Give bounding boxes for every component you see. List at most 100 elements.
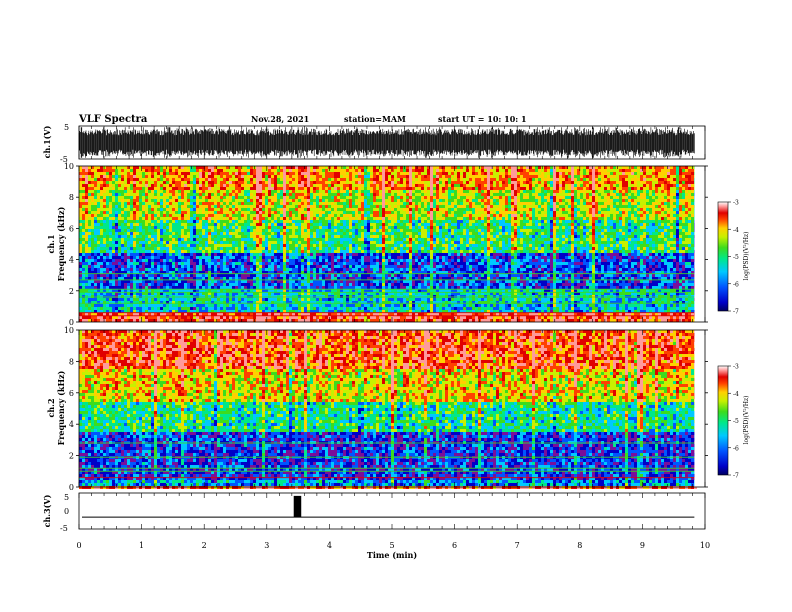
spectrogram-cell [211, 199, 214, 202]
spectrogram-cell [220, 184, 223, 187]
spectrogram-cell [328, 250, 331, 253]
spectrogram-cell [190, 298, 193, 301]
spectrogram-cell [247, 283, 250, 286]
spectrogram-cell [352, 244, 355, 247]
spectrogram-cell [313, 196, 316, 199]
spectrogram-cell [172, 205, 175, 208]
spectrogram-cell [238, 220, 241, 223]
spectrogram-cell [130, 232, 133, 235]
spectrogram-cell [208, 247, 211, 250]
spectrogram-cell [229, 244, 232, 247]
spectrogram-cell [127, 262, 130, 265]
spectrogram-cell [145, 235, 148, 238]
spectrogram-cell [289, 205, 292, 208]
spectrogram-cell [271, 196, 274, 199]
spectrogram-cell [301, 316, 304, 319]
spectrogram-cell [211, 235, 214, 238]
spectrogram-cell [223, 238, 226, 241]
spectrogram-cell [97, 235, 100, 238]
spectrogram-cell [250, 187, 253, 190]
spectrogram-cell [88, 166, 91, 169]
spectrogram-cell [145, 205, 148, 208]
spectrogram-cell [139, 268, 142, 271]
spectrogram-cell [109, 247, 112, 250]
spectrogram-cell [316, 190, 319, 193]
spectrogram-cell [145, 286, 148, 289]
spectrogram-cell [112, 256, 115, 259]
spectrogram-cell [358, 211, 361, 214]
spectrogram-cell [130, 178, 133, 181]
spectrogram-cell [331, 190, 334, 193]
spectrogram-cell [208, 253, 211, 256]
spectrogram-cell [103, 202, 106, 205]
spectrogram-cell [238, 166, 241, 169]
spectrogram-cell [241, 232, 244, 235]
spectrogram-cell [241, 226, 244, 229]
spectrogram-cell [103, 304, 106, 307]
spectrogram-cell [295, 304, 298, 307]
spectrogram-cell [184, 268, 187, 271]
spectrogram-cell [325, 208, 328, 211]
spectrogram-cell [280, 205, 283, 208]
spectrogram-cell [244, 274, 247, 277]
spectrogram-cell [352, 190, 355, 193]
spectrogram-cell [349, 280, 352, 283]
spectrogram-cell [277, 184, 280, 187]
spectrogram-cell [313, 241, 316, 244]
spectrogram-cell [322, 235, 325, 238]
spectrogram-cell [277, 169, 280, 172]
spectrogram-cell [121, 223, 124, 226]
spectrogram-cell [262, 187, 265, 190]
spectrogram-cell [181, 226, 184, 229]
spectrogram-cell [208, 259, 211, 262]
spectrogram-cell [244, 268, 247, 271]
spectrogram-cell [235, 316, 238, 319]
spectrogram-cell [127, 229, 130, 232]
spectrogram-cell [358, 217, 361, 220]
spectrogram-cell [334, 247, 337, 250]
spectrogram-cell [91, 256, 94, 259]
spectrogram-cell [235, 307, 238, 310]
spectrogram-cell [100, 226, 103, 229]
spectrogram-cell [352, 238, 355, 241]
spectrogram-cell [82, 316, 85, 319]
spectrogram-cell [265, 307, 268, 310]
spectrogram-cell [157, 280, 160, 283]
spectrogram-cell [358, 214, 361, 217]
spectrogram-cell [337, 223, 340, 226]
spectrogram-cell [226, 238, 229, 241]
spectrogram-cell [145, 178, 148, 181]
spectrogram-cell [178, 316, 181, 319]
spectrogram-cell [340, 217, 343, 220]
spectrogram-cell [145, 181, 148, 184]
spectrogram-cell [244, 298, 247, 301]
spectrogram-cell [268, 286, 271, 289]
spectrogram-cell [112, 172, 115, 175]
spectrogram-cell [292, 235, 295, 238]
spectrogram-cell [151, 244, 154, 247]
spectrogram-cell [241, 307, 244, 310]
spectrogram-cell [211, 220, 214, 223]
spectrogram-cell [190, 214, 193, 217]
spectrogram-cell [316, 256, 319, 259]
spectrogram-cell [82, 253, 85, 256]
spectrogram-cell [268, 190, 271, 193]
spectrogram-cell [214, 256, 217, 259]
spectrogram-cell [250, 232, 253, 235]
spectrogram-cell [88, 250, 91, 253]
spectrogram-cell [220, 256, 223, 259]
spectrogram-cell [181, 256, 184, 259]
spectrogram-cell [259, 220, 262, 223]
spectrogram-cell [328, 217, 331, 220]
spectrogram-cell [295, 253, 298, 256]
spectrogram-cell [151, 172, 154, 175]
spectrogram-cell [259, 316, 262, 319]
spectrogram-cell [295, 193, 298, 196]
spectrogram-cell [340, 238, 343, 241]
spectrogram-cell [250, 169, 253, 172]
spectrogram-cell [187, 307, 190, 310]
spectrogram-cell [85, 178, 88, 181]
spectrogram-cell [250, 250, 253, 253]
spectrogram-cell [298, 226, 301, 229]
spectrogram-cell [121, 304, 124, 307]
